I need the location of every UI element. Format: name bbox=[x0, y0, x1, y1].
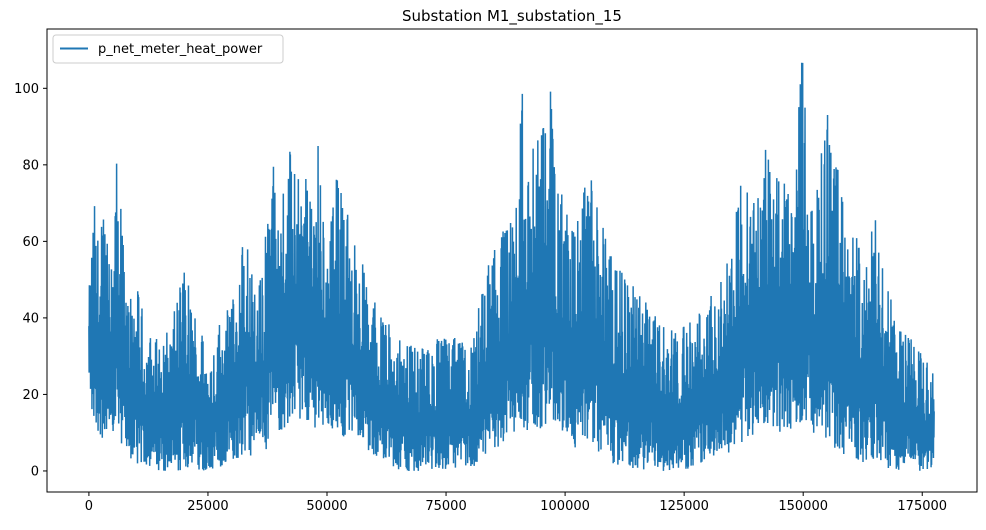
x-tick-label: 125000 bbox=[659, 499, 709, 514]
y-tick-label: 40 bbox=[22, 311, 39, 326]
legend-label: p_net_meter_heat_power bbox=[98, 42, 263, 57]
y-tick-label: 0 bbox=[31, 464, 39, 479]
chart-title: Substation M1_substation_15 bbox=[402, 7, 622, 26]
x-tick-label: 75000 bbox=[425, 499, 466, 514]
y-tick-label: 80 bbox=[22, 158, 39, 173]
plot-area bbox=[46, 28, 978, 493]
y-tick-label: 20 bbox=[22, 388, 39, 403]
plot-frame bbox=[46, 28, 978, 493]
x-tick-label: 175000 bbox=[897, 499, 947, 514]
x-tick-label: 0 bbox=[85, 499, 93, 514]
x-tick-label: 50000 bbox=[306, 499, 347, 514]
x-tick-label: 150000 bbox=[778, 499, 828, 514]
y-axis: 0 20 40 60 80 100 bbox=[14, 82, 47, 479]
series-line bbox=[88, 62, 935, 471]
legend: p_net_meter_heat_power bbox=[52, 34, 284, 64]
x-axis: 0 25000 50000 75000 100000 125000 150000 175000 bbox=[85, 492, 947, 514]
y-tick-label: 60 bbox=[22, 235, 39, 250]
y-tick-label: 100 bbox=[14, 82, 39, 97]
series-layer bbox=[88, 62, 935, 471]
x-tick-label: 100000 bbox=[540, 499, 590, 514]
x-tick-label: 25000 bbox=[187, 499, 228, 514]
legend-box bbox=[52, 34, 284, 64]
